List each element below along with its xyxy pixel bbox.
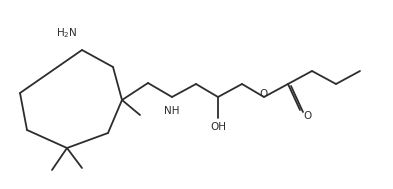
Text: O: O (260, 89, 268, 99)
Text: NH: NH (164, 106, 180, 116)
Text: O: O (304, 111, 312, 121)
Text: OH: OH (210, 122, 226, 132)
Text: H$_2$N: H$_2$N (56, 26, 78, 40)
